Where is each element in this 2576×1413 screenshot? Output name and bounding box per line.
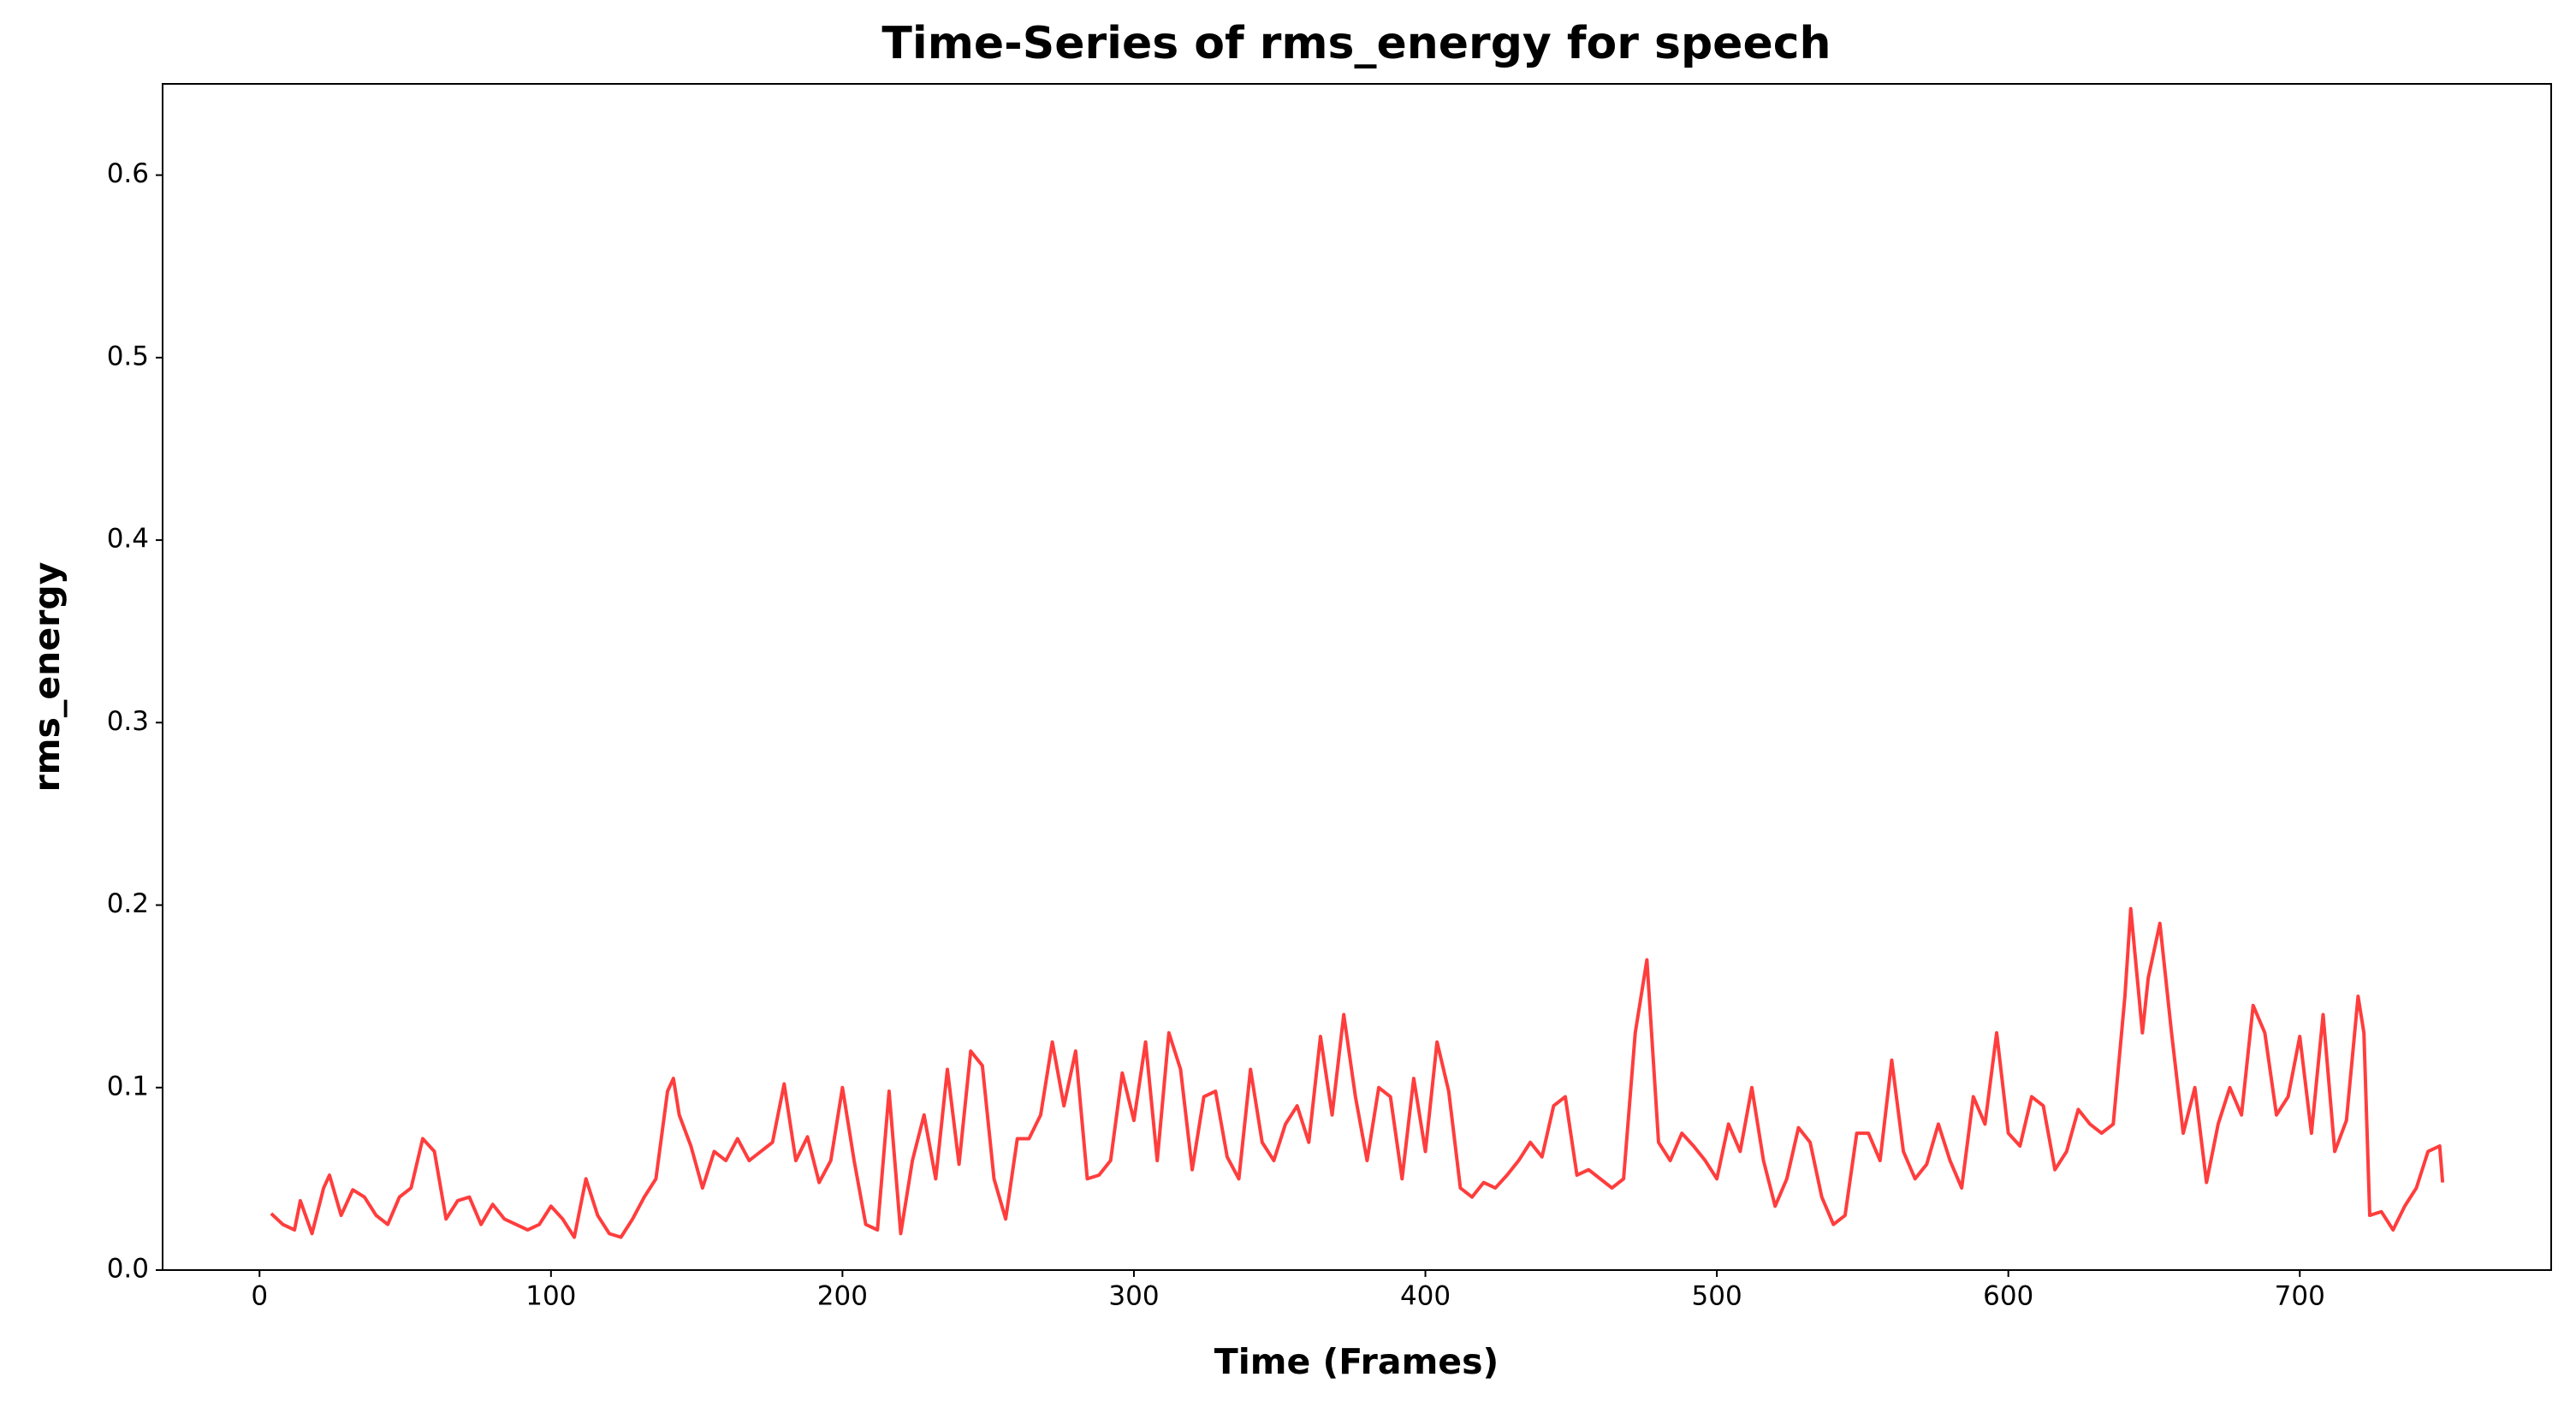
x-tick-label: 200	[817, 1281, 868, 1312]
x-tick-label: 500	[1692, 1281, 1742, 1312]
y-tick-label: 0.4	[107, 524, 149, 555]
y-tick-label: 0.6	[107, 158, 149, 189]
x-tick-label: 300	[1108, 1281, 1159, 1312]
x-axis-label: Time (Frames)	[1214, 1341, 1499, 1382]
y-tick-label: 0.5	[107, 341, 149, 371]
x-tick-label: 100	[525, 1281, 576, 1312]
x-tick-label: 400	[1400, 1281, 1451, 1312]
y-tick-label: 0.0	[107, 1254, 149, 1285]
y-tick-label: 0.1	[107, 1071, 149, 1101]
plot-frame	[162, 83, 2552, 1271]
x-tick-label: 0	[251, 1281, 268, 1312]
data-line	[270, 906, 2445, 1239]
y-tick-label: 0.3	[107, 706, 149, 737]
y-tick-label: 0.2	[107, 888, 149, 919]
chart-title: Time-Series of rms_energy for speech	[881, 18, 1831, 69]
x-tick-label: 700	[2275, 1281, 2325, 1312]
x-tick-label: 600	[1983, 1281, 2033, 1312]
y-axis-label: rms_energy	[27, 562, 68, 793]
